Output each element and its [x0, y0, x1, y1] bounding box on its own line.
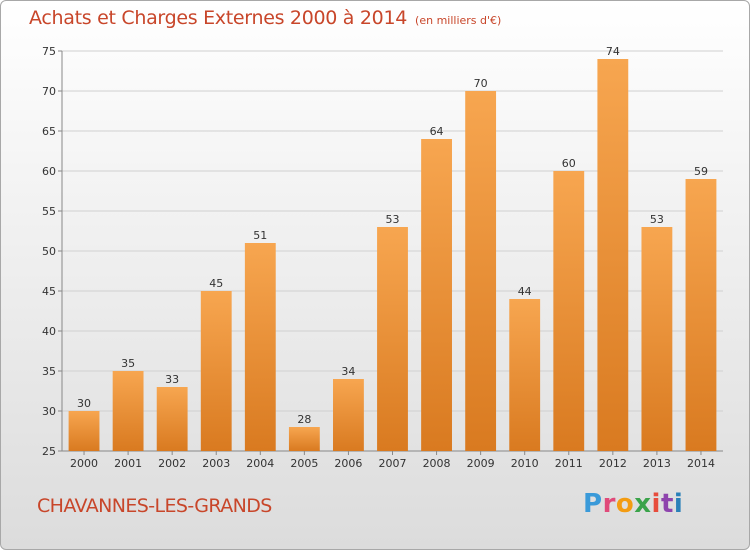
commune-name: CHAVANNES-LES-GRANDS [37, 495, 272, 517]
x-tick-label: 2004 [246, 457, 274, 470]
logo-letter: x [634, 489, 652, 519]
x-tick-label: 2010 [511, 457, 539, 470]
bar [68, 411, 100, 451]
x-tick-label: 2009 [467, 457, 495, 470]
bar-value-label: 60 [562, 157, 576, 170]
y-tick-label: 60 [42, 165, 56, 178]
x-tick-label: 2003 [202, 457, 230, 470]
y-tick-label: 45 [42, 285, 56, 298]
bar-value-label: 45 [209, 277, 223, 290]
x-tick-label: 2001 [114, 457, 142, 470]
logo-letter: o [615, 489, 635, 519]
x-tick-label: 2011 [555, 457, 583, 470]
bar [421, 139, 452, 451]
chart-title: Achats et Charges Externes 2000 à 2014 (e… [29, 7, 501, 29]
bar [509, 299, 541, 451]
bar [112, 371, 144, 451]
logo-letter: t [660, 489, 674, 519]
y-tick-label: 30 [42, 405, 56, 418]
bar [377, 227, 408, 451]
bar [200, 291, 232, 451]
logo-letter: i [673, 489, 684, 519]
bar-value-label: 64 [430, 125, 444, 138]
x-tick-label: 2005 [290, 457, 318, 470]
bar-value-label: 30 [77, 397, 91, 410]
bar [333, 379, 364, 451]
y-tick-label: 70 [42, 85, 56, 98]
y-tick-label: 50 [42, 245, 56, 258]
label-layer: 30 35 33 45 51 28 34 53 64 70 44 60 74 53 59 [77, 45, 708, 426]
x-tick-label: 2012 [599, 457, 627, 470]
logo-letter: i [651, 489, 661, 519]
x-tick-label: 2002 [158, 457, 186, 470]
y-tick-label: 40 [42, 325, 56, 338]
bar-value-label: 53 [650, 213, 664, 226]
y-tick-label: 35 [42, 365, 56, 378]
logo-letter: P [583, 489, 603, 519]
bar-value-label: 70 [474, 77, 488, 90]
logo-letter: r [602, 489, 616, 519]
x-tick-label: 2006 [334, 457, 362, 470]
bar-value-label: 74 [606, 45, 620, 58]
bar-value-label: 59 [694, 165, 708, 178]
bar-value-label: 35 [121, 357, 135, 370]
bar [244, 243, 276, 451]
bar-value-label: 51 [253, 229, 267, 242]
y-tick-label: 25 [42, 445, 56, 458]
bar [156, 387, 188, 451]
x-tick-label: 2000 [70, 457, 98, 470]
chart-subtitle: (en milliers d'€) [415, 14, 502, 27]
bar [288, 427, 320, 451]
bar-value-label: 44 [518, 285, 532, 298]
x-tick-label: 2013 [643, 457, 671, 470]
bar-layer [68, 59, 717, 451]
bar-value-label: 34 [341, 365, 355, 378]
x-tick-label: 2014 [687, 457, 715, 470]
y-tick-label: 75 [42, 45, 56, 58]
x-tick-label: 2008 [423, 457, 451, 470]
bar [641, 227, 673, 451]
bar [685, 179, 717, 451]
proxiti-logo: Proxiti [583, 489, 683, 519]
bar [553, 171, 585, 451]
bar-value-label: 33 [165, 373, 179, 386]
bar-value-label: 53 [386, 213, 400, 226]
bar [597, 59, 629, 451]
y-tick-label: 65 [42, 125, 56, 138]
y-tick-label: 55 [42, 205, 56, 218]
bar [465, 91, 497, 451]
bar-value-label: 28 [297, 413, 311, 426]
x-tick-label: 2007 [379, 457, 407, 470]
chart-title-text: Achats et Charges Externes 2000 à 2014 [29, 7, 408, 29]
